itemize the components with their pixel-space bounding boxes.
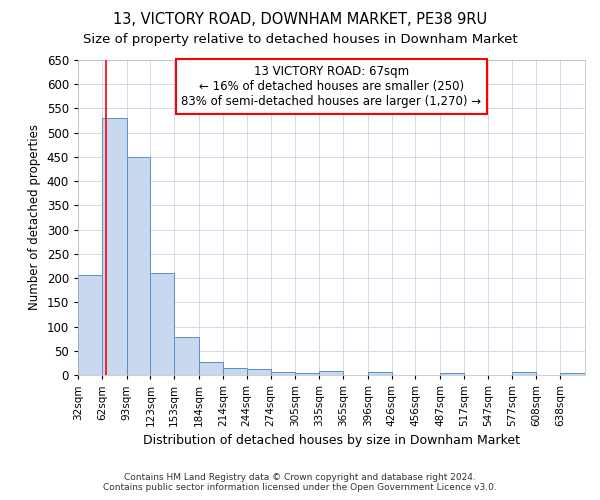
Bar <box>368 372 392 375</box>
Bar <box>512 372 536 375</box>
Text: 13 VICTORY ROAD: 67sqm
← 16% of detached houses are smaller (250)
83% of semi-de: 13 VICTORY ROAD: 67sqm ← 16% of detached… <box>181 64 482 108</box>
Bar <box>247 369 271 375</box>
Bar <box>151 273 175 375</box>
Bar <box>199 362 223 375</box>
Bar <box>319 370 343 375</box>
X-axis label: Distribution of detached houses by size in Downham Market: Distribution of detached houses by size … <box>143 434 520 448</box>
Bar <box>295 373 319 375</box>
Bar <box>175 337 199 375</box>
Text: 13, VICTORY ROAD, DOWNHAM MARKET, PE38 9RU: 13, VICTORY ROAD, DOWNHAM MARKET, PE38 9… <box>113 12 487 28</box>
Bar <box>127 157 151 375</box>
Text: Size of property relative to detached houses in Downham Market: Size of property relative to detached ho… <box>83 32 517 46</box>
Bar <box>78 274 102 375</box>
Bar <box>440 372 464 375</box>
Bar <box>102 118 127 375</box>
Bar <box>271 372 295 375</box>
Y-axis label: Number of detached properties: Number of detached properties <box>28 124 41 310</box>
Text: Contains HM Land Registry data © Crown copyright and database right 2024.
Contai: Contains HM Land Registry data © Crown c… <box>103 473 497 492</box>
Bar <box>223 368 247 375</box>
Bar <box>560 372 585 375</box>
